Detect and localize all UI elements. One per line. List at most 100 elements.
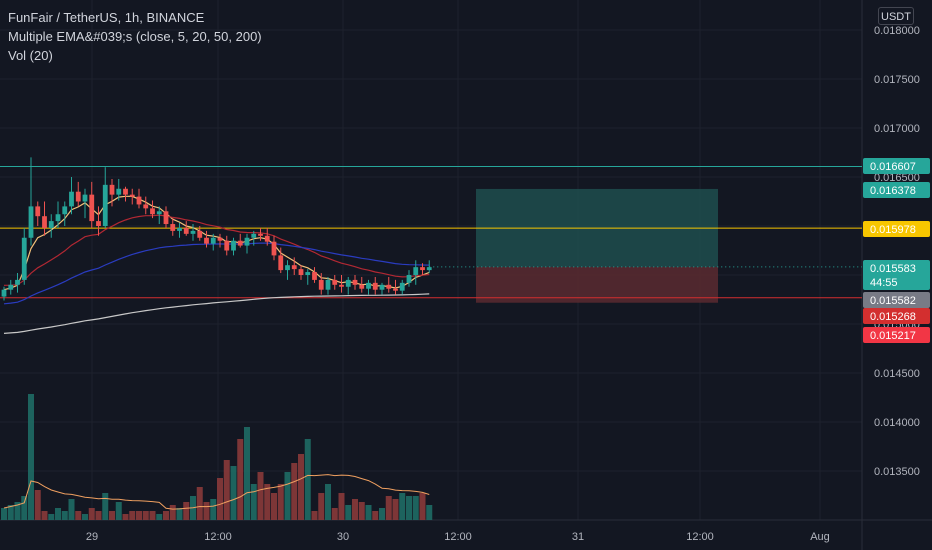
candle-body [237, 240, 243, 246]
price-badge-stop [863, 327, 930, 343]
volume-bar [28, 394, 34, 520]
candle-body [129, 194, 135, 197]
price-tick-label: 0.017000 [874, 123, 920, 135]
candle-body [258, 233, 263, 236]
candle-body [271, 241, 277, 256]
currency-button[interactable]: USDT [878, 7, 914, 25]
candle-body [89, 194, 95, 222]
candle-body [204, 237, 209, 244]
volume-bar [61, 511, 68, 520]
volume-bar [365, 505, 372, 520]
volume-bar [169, 505, 176, 520]
volume-bar [372, 511, 379, 520]
candle-body [278, 255, 284, 271]
candle-body [420, 267, 425, 271]
volume-bar [338, 493, 345, 520]
volume-indicator-label[interactable]: Vol (20) [8, 48, 53, 63]
candle-body [143, 204, 149, 209]
candle-body [426, 267, 432, 271]
volume-bar [399, 493, 406, 520]
candle-body [386, 284, 392, 289]
candle-body [96, 221, 101, 226]
time-tick-label: 30 [337, 531, 349, 543]
volume-bar [156, 514, 163, 520]
ema-indicator-label[interactable]: Multiple EMA&#039;s (close, 5, 20, 50, 2… [8, 29, 262, 44]
volume-bar [115, 502, 122, 520]
time-tick-label: Aug [810, 531, 830, 543]
ema-50-line [3, 242, 430, 305]
candle-body [197, 230, 203, 238]
price-badge-text: 0.016607 [870, 161, 916, 173]
candle-body [291, 265, 297, 270]
volume-bar [41, 511, 48, 520]
candle-body [224, 240, 230, 251]
volume-bar [68, 499, 75, 520]
volume-bar [311, 511, 318, 520]
volume-bar [129, 511, 136, 520]
volume-bar [176, 508, 183, 520]
candle-body [75, 191, 81, 202]
volume-bar [223, 460, 230, 520]
volume-bar [325, 484, 331, 520]
time-tick-label: 12:00 [686, 531, 714, 543]
candle-body [312, 272, 317, 280]
volume-bar [426, 505, 433, 520]
volume-bar [385, 496, 392, 520]
volume-bar [257, 472, 264, 520]
volume-bar [210, 499, 217, 520]
price-badge-text: 0.015217 [870, 330, 916, 342]
candle-body [325, 279, 331, 290]
candle-body [345, 279, 351, 287]
price-badge-upper-line [863, 158, 930, 174]
volume-bar [250, 484, 257, 520]
candle-body [190, 230, 196, 234]
price-badge-text: 0.015583 [870, 263, 916, 275]
candle-body [379, 284, 385, 290]
volume-bar [331, 508, 338, 520]
volume-bar [203, 502, 210, 520]
time-tick-label: 12:00 [444, 531, 472, 543]
candle-body [359, 284, 365, 289]
candle-body [109, 184, 115, 195]
candle-body [251, 233, 257, 238]
symbol-title[interactable]: FunFair / TetherUS, 1h, BINANCE [8, 10, 205, 25]
volume-bar [75, 511, 82, 520]
volume-bar [237, 439, 244, 520]
volume-bar [136, 511, 142, 520]
candle-body [244, 237, 250, 246]
volume-bar [304, 439, 311, 520]
volume-bar [14, 502, 21, 520]
volume-bar [352, 499, 358, 520]
volume-bar [419, 493, 426, 520]
candle-body [399, 282, 405, 291]
candle-body [305, 272, 311, 275]
candle-body [55, 214, 61, 222]
volume-bar [95, 511, 102, 520]
volume-bar [264, 484, 271, 520]
ema-5-line [3, 195, 430, 291]
candle-body [177, 227, 182, 231]
candle-body [332, 279, 338, 285]
volume-bar [82, 514, 88, 520]
volume-bar [21, 496, 28, 520]
volume-ma-line [3, 474, 430, 510]
volume-bar [142, 511, 149, 520]
price-tick-label: 0.014000 [874, 417, 920, 429]
price-badge-red-line [863, 308, 930, 324]
candle-body [231, 240, 236, 251]
price-badge-target [863, 182, 930, 198]
price-badge-last-price [863, 260, 930, 290]
candle-body [102, 184, 108, 226]
countdown-timer: 44:55 [870, 277, 898, 289]
candle-body [217, 237, 223, 241]
candle-body [82, 194, 88, 202]
price-badge-text: 0.015978 [870, 224, 916, 236]
price-tick-label: 0.018000 [874, 25, 920, 37]
candle-body [264, 235, 270, 242]
time-tick-label: 12:00 [204, 531, 232, 543]
volume-bar [230, 466, 237, 520]
volume-bar [1, 508, 7, 520]
candle-body [318, 279, 324, 290]
